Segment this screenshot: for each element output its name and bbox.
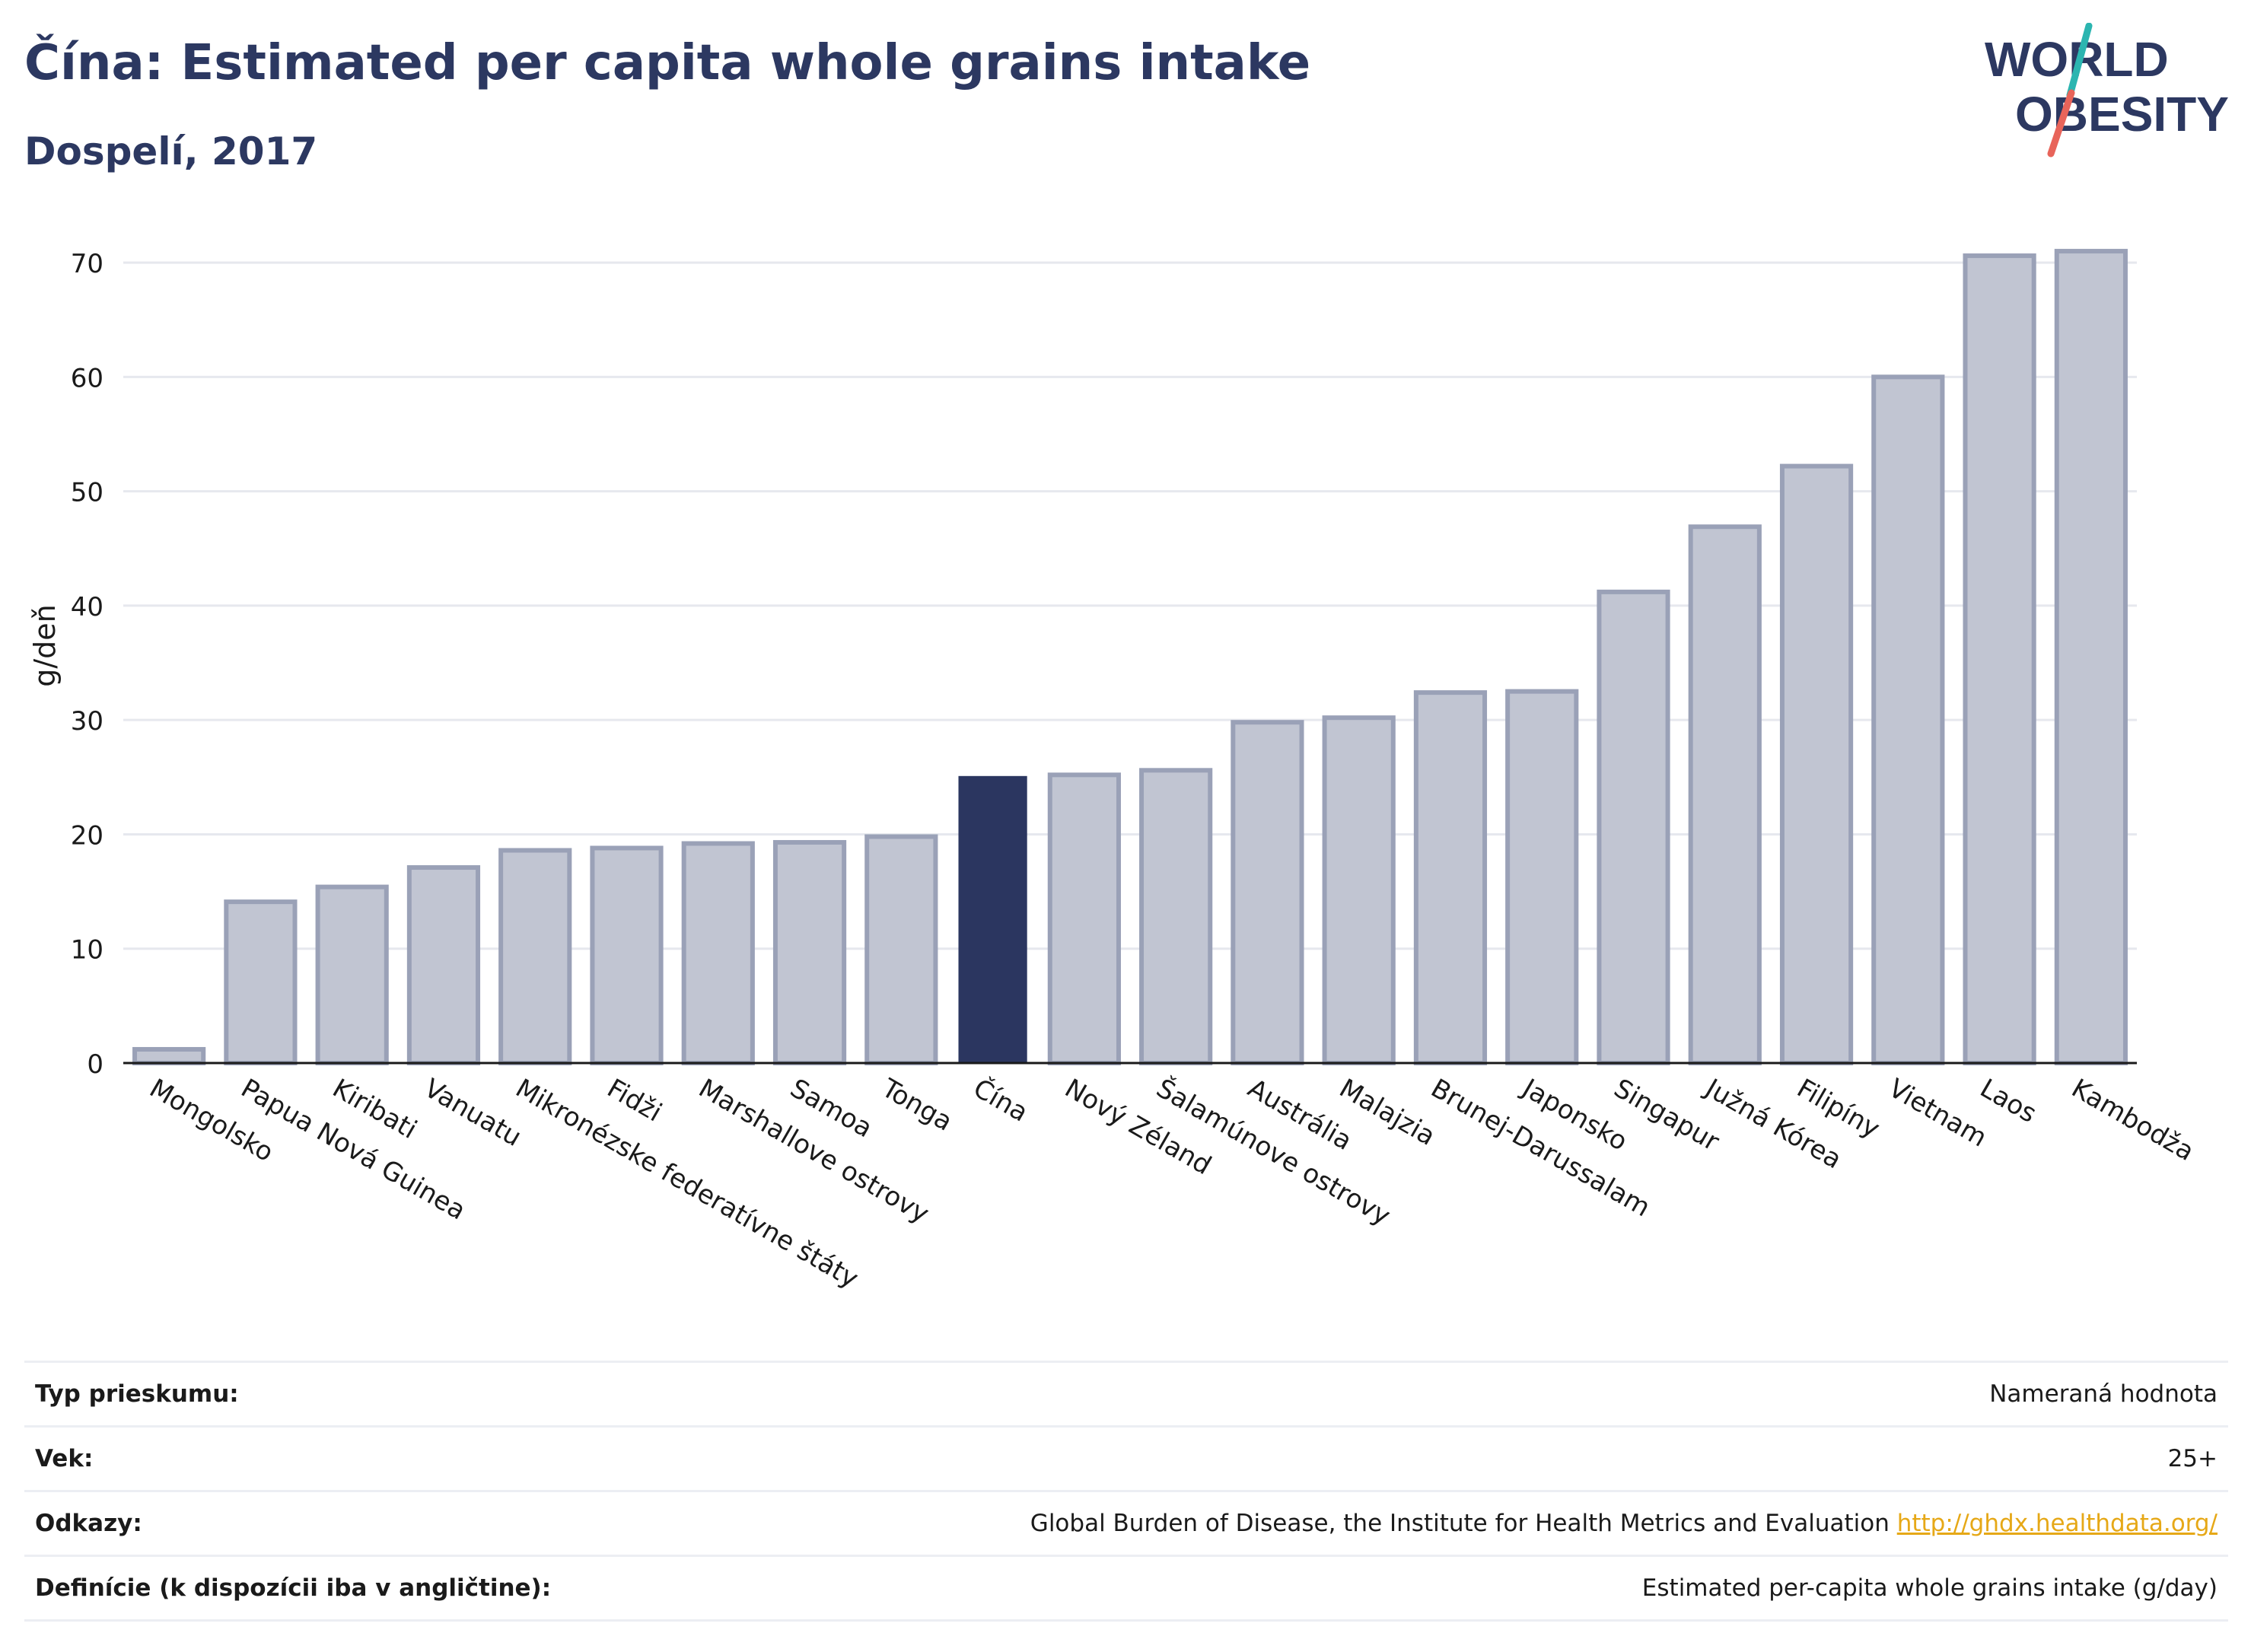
- bar[interactable]: [1597, 589, 1670, 1065]
- bar[interactable]: [1322, 715, 1396, 1065]
- bar[interactable]: [498, 848, 572, 1065]
- meta-value: Nameraná hodnota: [1989, 1380, 2218, 1408]
- meta-label: Typ prieskumu:: [35, 1380, 239, 1408]
- reference-text: Global Burden of Disease, the Institute …: [1030, 1510, 1890, 1537]
- bar[interactable]: [681, 841, 755, 1066]
- bar[interactable]: [1139, 768, 1213, 1065]
- meta-value: Estimated per-capita whole grains intake…: [1641, 1574, 2218, 1602]
- bar[interactable]: [132, 1046, 206, 1066]
- bar[interactable]: [1047, 772, 1121, 1065]
- x-tick-label: Tonga: [876, 1073, 957, 1138]
- bar[interactable]: [1413, 690, 1488, 1065]
- bar[interactable]: [1231, 720, 1304, 1065]
- x-tick-label: Singapur: [1609, 1073, 1724, 1157]
- y-tick-label: 40: [71, 592, 103, 622]
- meta-row-survey-type: Typ prieskumu: Nameraná hodnota: [24, 1361, 2228, 1425]
- y-tick-label: 60: [71, 363, 103, 393]
- meta-value-references: Global Burden of Disease, the Institute …: [1030, 1510, 2228, 1537]
- metadata-table: Typ prieskumu: Nameraná hodnota Vek: 25+…: [24, 1361, 2228, 1622]
- x-tick-label: Vanuatu: [419, 1073, 526, 1153]
- y-tick-label: 0: [87, 1049, 103, 1080]
- y-tick-label: 50: [71, 478, 103, 508]
- y-tick-label: 70: [71, 249, 103, 279]
- y-tick-label: 10: [71, 935, 103, 966]
- bar[interactable]: [590, 845, 664, 1066]
- x-tick-label: Vietnam: [1883, 1073, 1992, 1154]
- meta-label: Definície (k dispozícii iba v angličtine…: [35, 1574, 552, 1602]
- bars-layer: [123, 249, 2137, 1066]
- y-tick-label: 30: [71, 706, 103, 737]
- bar[interactable]: [315, 884, 389, 1066]
- logo-slash-teal: [2066, 23, 2093, 99]
- logo-slash-red: [2047, 89, 2075, 158]
- chart-title: Čína: Estimated per capita whole grains …: [24, 35, 1311, 91]
- meta-row-age: Vek: 25+: [24, 1425, 2228, 1490]
- bar[interactable]: [1505, 689, 1579, 1066]
- reference-link[interactable]: http://ghdx.healthdata.org/: [1896, 1510, 2218, 1537]
- x-tick-label: Laos: [1975, 1073, 2042, 1129]
- bar[interactable]: [1963, 253, 2036, 1065]
- y-tick-label: 20: [71, 820, 103, 851]
- bar[interactable]: [2054, 249, 2128, 1065]
- bar[interactable]: [958, 775, 1027, 1063]
- x-tick-label: Fidži: [602, 1073, 667, 1128]
- bar[interactable]: [1871, 374, 1945, 1066]
- y-axis-label: g/deň: [28, 604, 62, 687]
- logo-line2: OBESITY: [2015, 87, 2229, 142]
- world-obesity-logo: WORLD OBESITY: [1985, 23, 2229, 158]
- bar[interactable]: [1688, 524, 1762, 1065]
- chart-subtitle: Dospelí, 2017: [24, 129, 318, 173]
- bar[interactable]: [1779, 463, 1854, 1065]
- bar[interactable]: [406, 865, 481, 1065]
- meta-label: Vek:: [35, 1445, 94, 1472]
- meta-row-definitions: Definície (k dispozícii iba v angličtine…: [24, 1555, 2228, 1622]
- meta-row-references: Odkazy: Global Burden of Disease, the In…: [24, 1490, 2228, 1555]
- bar[interactable]: [772, 839, 847, 1065]
- bar[interactable]: [864, 834, 938, 1065]
- meta-label: Odkazy:: [35, 1510, 142, 1537]
- bar[interactable]: [224, 899, 298, 1065]
- y-tick-labels: 0 10 20 30 40 50 60 70: [71, 249, 103, 1080]
- x-tick-label: Kambodža: [2066, 1073, 2198, 1167]
- meta-value: 25+: [2167, 1445, 2218, 1472]
- x-tick-label: Čína: [968, 1072, 1033, 1128]
